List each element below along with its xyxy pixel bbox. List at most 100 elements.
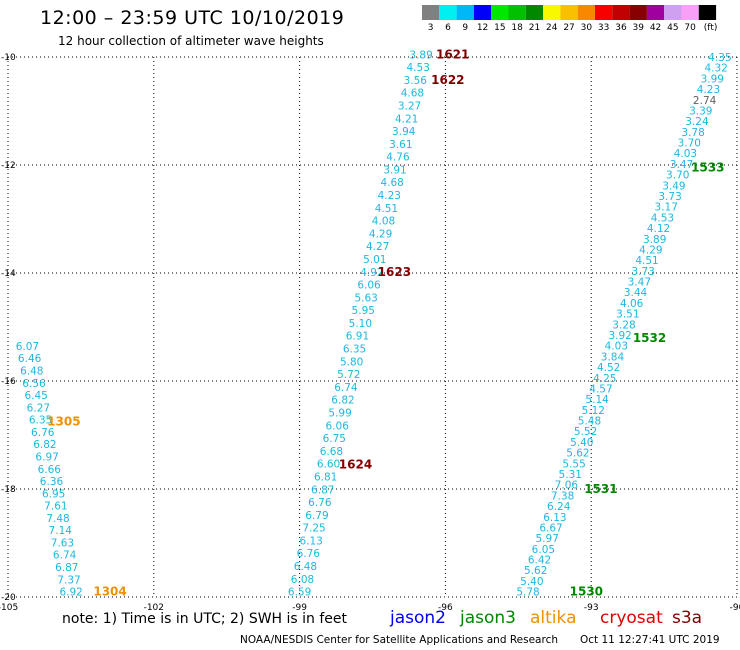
legend-tick-label: 9: [462, 23, 468, 33]
wave-height-value: 6.42: [528, 555, 551, 567]
timestamp-text: Oct 11 12:27:41 UTC 2019: [580, 634, 720, 646]
legend-swatch: [629, 5, 647, 20]
wave-height-value: 3.47: [670, 159, 693, 171]
wave-height-value: 7.48: [46, 513, 69, 525]
wave-height-value: 6.13: [299, 535, 322, 547]
legend-swatch: [456, 5, 474, 20]
legend-swatch: [439, 5, 457, 20]
wave-height-value: 5.62: [524, 565, 547, 577]
wave-height-value: 6.79: [305, 510, 328, 522]
wave-height-value: 7.14: [49, 525, 73, 537]
wave-height-value: 6.75: [323, 433, 346, 445]
pass-time-label: 1621: [436, 47, 469, 61]
wave-height-value: 4.51: [375, 203, 398, 215]
legend-tick-label: 70: [684, 23, 696, 33]
wave-height-value: 4.53: [407, 62, 430, 74]
wave-height-value: 6.13: [543, 512, 566, 524]
lon-tick-label: -99: [292, 603, 307, 613]
wave-height-value: 3.24: [685, 116, 709, 128]
lat-tick-label: -20: [1, 593, 16, 603]
wave-height-value: 6.08: [291, 574, 314, 586]
wave-height-value: 6.06: [326, 420, 350, 432]
wave-height-value: 3.70: [678, 138, 701, 150]
wave-height-value: 7.37: [57, 574, 80, 586]
wave-height-value: 6.35: [29, 415, 52, 427]
wave-height-value: 4.03: [674, 148, 697, 160]
wave-height-value: 6.81: [314, 471, 337, 483]
legend-swatch: [473, 5, 492, 20]
legend-tick-label: 30: [581, 23, 593, 33]
wave-height-value: 5.80: [340, 356, 363, 368]
legend-swatch: [491, 5, 509, 20]
legend-sat-jason3: jason3: [460, 608, 516, 628]
color-legend: 3 6 9 12 15 18 21 24 27 30 33 36 39 42 45 70 (ft): [422, 5, 718, 33]
wave-height-value: 6.92: [59, 587, 82, 599]
wave-height-value: 5.95: [352, 305, 375, 317]
wave-height-value: 6.76: [297, 548, 321, 560]
wave-height-value: 5.72: [337, 369, 360, 381]
legend-sat-cryosat: cryosat: [600, 608, 663, 628]
lat-tick-label: -12: [1, 161, 16, 171]
wave-height-value: 7.25: [302, 523, 325, 535]
wave-height-value: 3.27: [398, 100, 421, 112]
wave-height-value: 6.97: [35, 451, 58, 463]
legend-tick-label: 21: [529, 23, 540, 33]
wave-height-value: 5.63: [354, 292, 377, 304]
wave-height-value: 4.57: [589, 383, 612, 395]
wave-height-value: 3.70: [666, 170, 689, 182]
wave-height-value: 7.63: [51, 537, 74, 549]
legend-sat-altika: altika: [530, 608, 577, 628]
wave-height-value: 5.55: [562, 458, 585, 470]
wave-height-value: 6.35: [343, 344, 366, 356]
wave-height-value: 3.89: [409, 49, 432, 61]
wave-height-value: 6.36: [40, 476, 64, 488]
wave-height-value: 3.44: [624, 287, 648, 299]
pass-time-label: 1623: [378, 265, 411, 279]
wave-height-value: 3.99: [701, 73, 724, 85]
wave-height-value: 5.10: [349, 318, 372, 330]
lon-tick-label: -96: [438, 603, 453, 613]
wave-height-value: 5.48: [578, 416, 601, 428]
wave-height-value: 3.56: [404, 75, 428, 87]
legend-tick-label: 15: [494, 23, 505, 33]
wave-height-value: 3.89: [643, 234, 666, 246]
wave-height-value: 2.74: [693, 95, 717, 107]
wave-height-value: 6.60: [317, 459, 340, 471]
lon-tick-label: -90: [730, 603, 740, 613]
wave-height-value: 3.91: [383, 164, 406, 176]
wave-height-value: 4.23: [378, 190, 401, 202]
wave-height-value: 7.06: [555, 480, 579, 492]
credit-text: NOAA/NESDIS Center for Satellite Applica…: [240, 634, 558, 646]
wave-height-value: 3.61: [389, 139, 412, 151]
wave-height-value: 4.51: [635, 255, 658, 267]
wave-height-value: 6.24: [547, 501, 571, 513]
wave-height-value: 4.06: [620, 298, 644, 310]
wave-height-value: 6.67: [539, 522, 562, 534]
wave-height-value: 6.48: [294, 561, 317, 573]
footer-note: note: 1) Time is in UTC; 2) SWH is in fe…: [62, 611, 348, 627]
wave-height-value: 5.31: [559, 469, 582, 481]
wave-height-value: 4.76: [386, 152, 410, 164]
lat-tick-label: -16: [1, 377, 16, 387]
wave-height-value: 6.07: [16, 341, 39, 353]
legend-tick-label: 24: [546, 23, 558, 33]
wave-height-value: 4.32: [704, 63, 727, 75]
legend-unit: (ft): [704, 23, 718, 33]
legend-tick-label: 39: [633, 23, 645, 33]
wave-height-value: 6.46: [18, 353, 42, 365]
legend-sat-jason2: jason2: [390, 608, 446, 628]
wave-height-value: 6.45: [24, 390, 47, 402]
legend-tick-label: 18: [511, 23, 523, 33]
wave-height-value: 5.01: [363, 254, 386, 266]
wave-height-value: 3.73: [658, 191, 681, 203]
wave-height-value: 6.74: [53, 550, 77, 562]
page-subtitle: 12 hour collection of altimeter wave hei…: [58, 34, 324, 48]
lat-tick-label: -18: [1, 485, 16, 495]
wave-height-value: 6.59: [288, 587, 311, 599]
lon-tick-label: -105: [0, 603, 18, 613]
legend-tick-label: 36: [615, 23, 627, 33]
lat-tick-label: -14: [1, 269, 16, 279]
pass-time-label: 1530: [570, 585, 603, 599]
